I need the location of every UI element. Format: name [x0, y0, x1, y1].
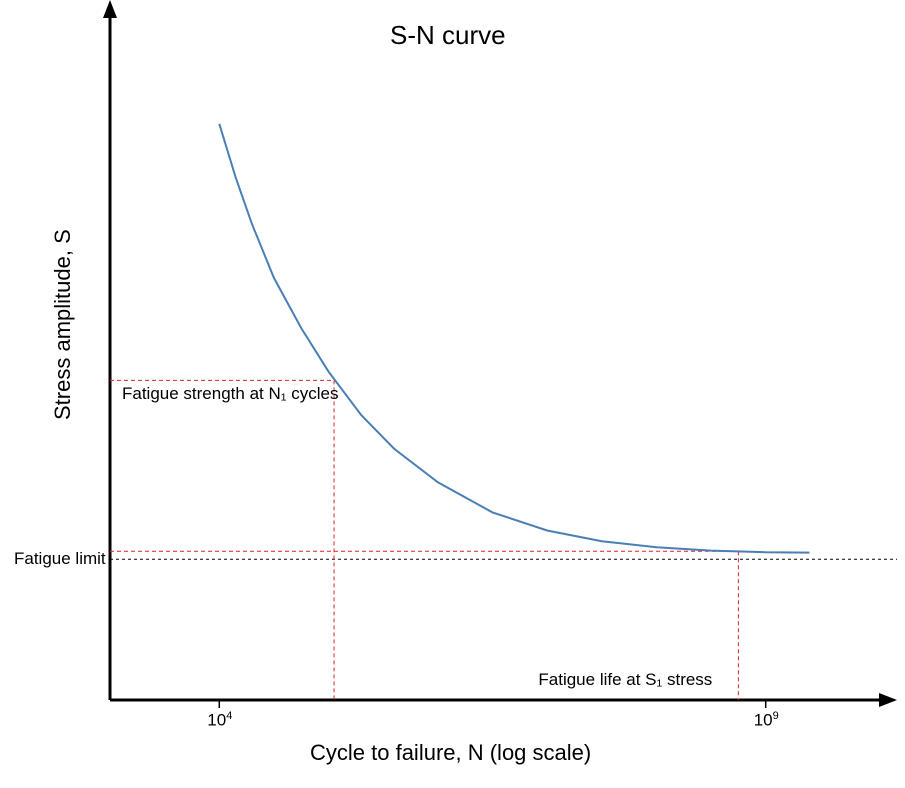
- sn-curve: [219, 124, 809, 553]
- x-axis-arrow: [879, 693, 897, 707]
- x-axis-label: Cycle to failure, N (log scale): [310, 740, 591, 766]
- y-axis-label: Stress amplitude, S: [50, 229, 76, 420]
- xtick-label: 109: [754, 710, 779, 731]
- fatigue-limit-annotation: Fatigue limit: [14, 549, 106, 569]
- fatigue-life-annotation: Fatigue life at S₁ stress: [538, 670, 712, 690]
- fatigue-strength-annotation: Fatigue strength at N₁ cycles: [122, 384, 338, 404]
- y-axis-arrow: [103, 0, 117, 18]
- chart-title: S-N curve: [390, 20, 506, 51]
- sn-curve-chart: S-N curve Stress amplitude, S Cycle to f…: [0, 0, 905, 788]
- xtick-label: 104: [207, 710, 232, 731]
